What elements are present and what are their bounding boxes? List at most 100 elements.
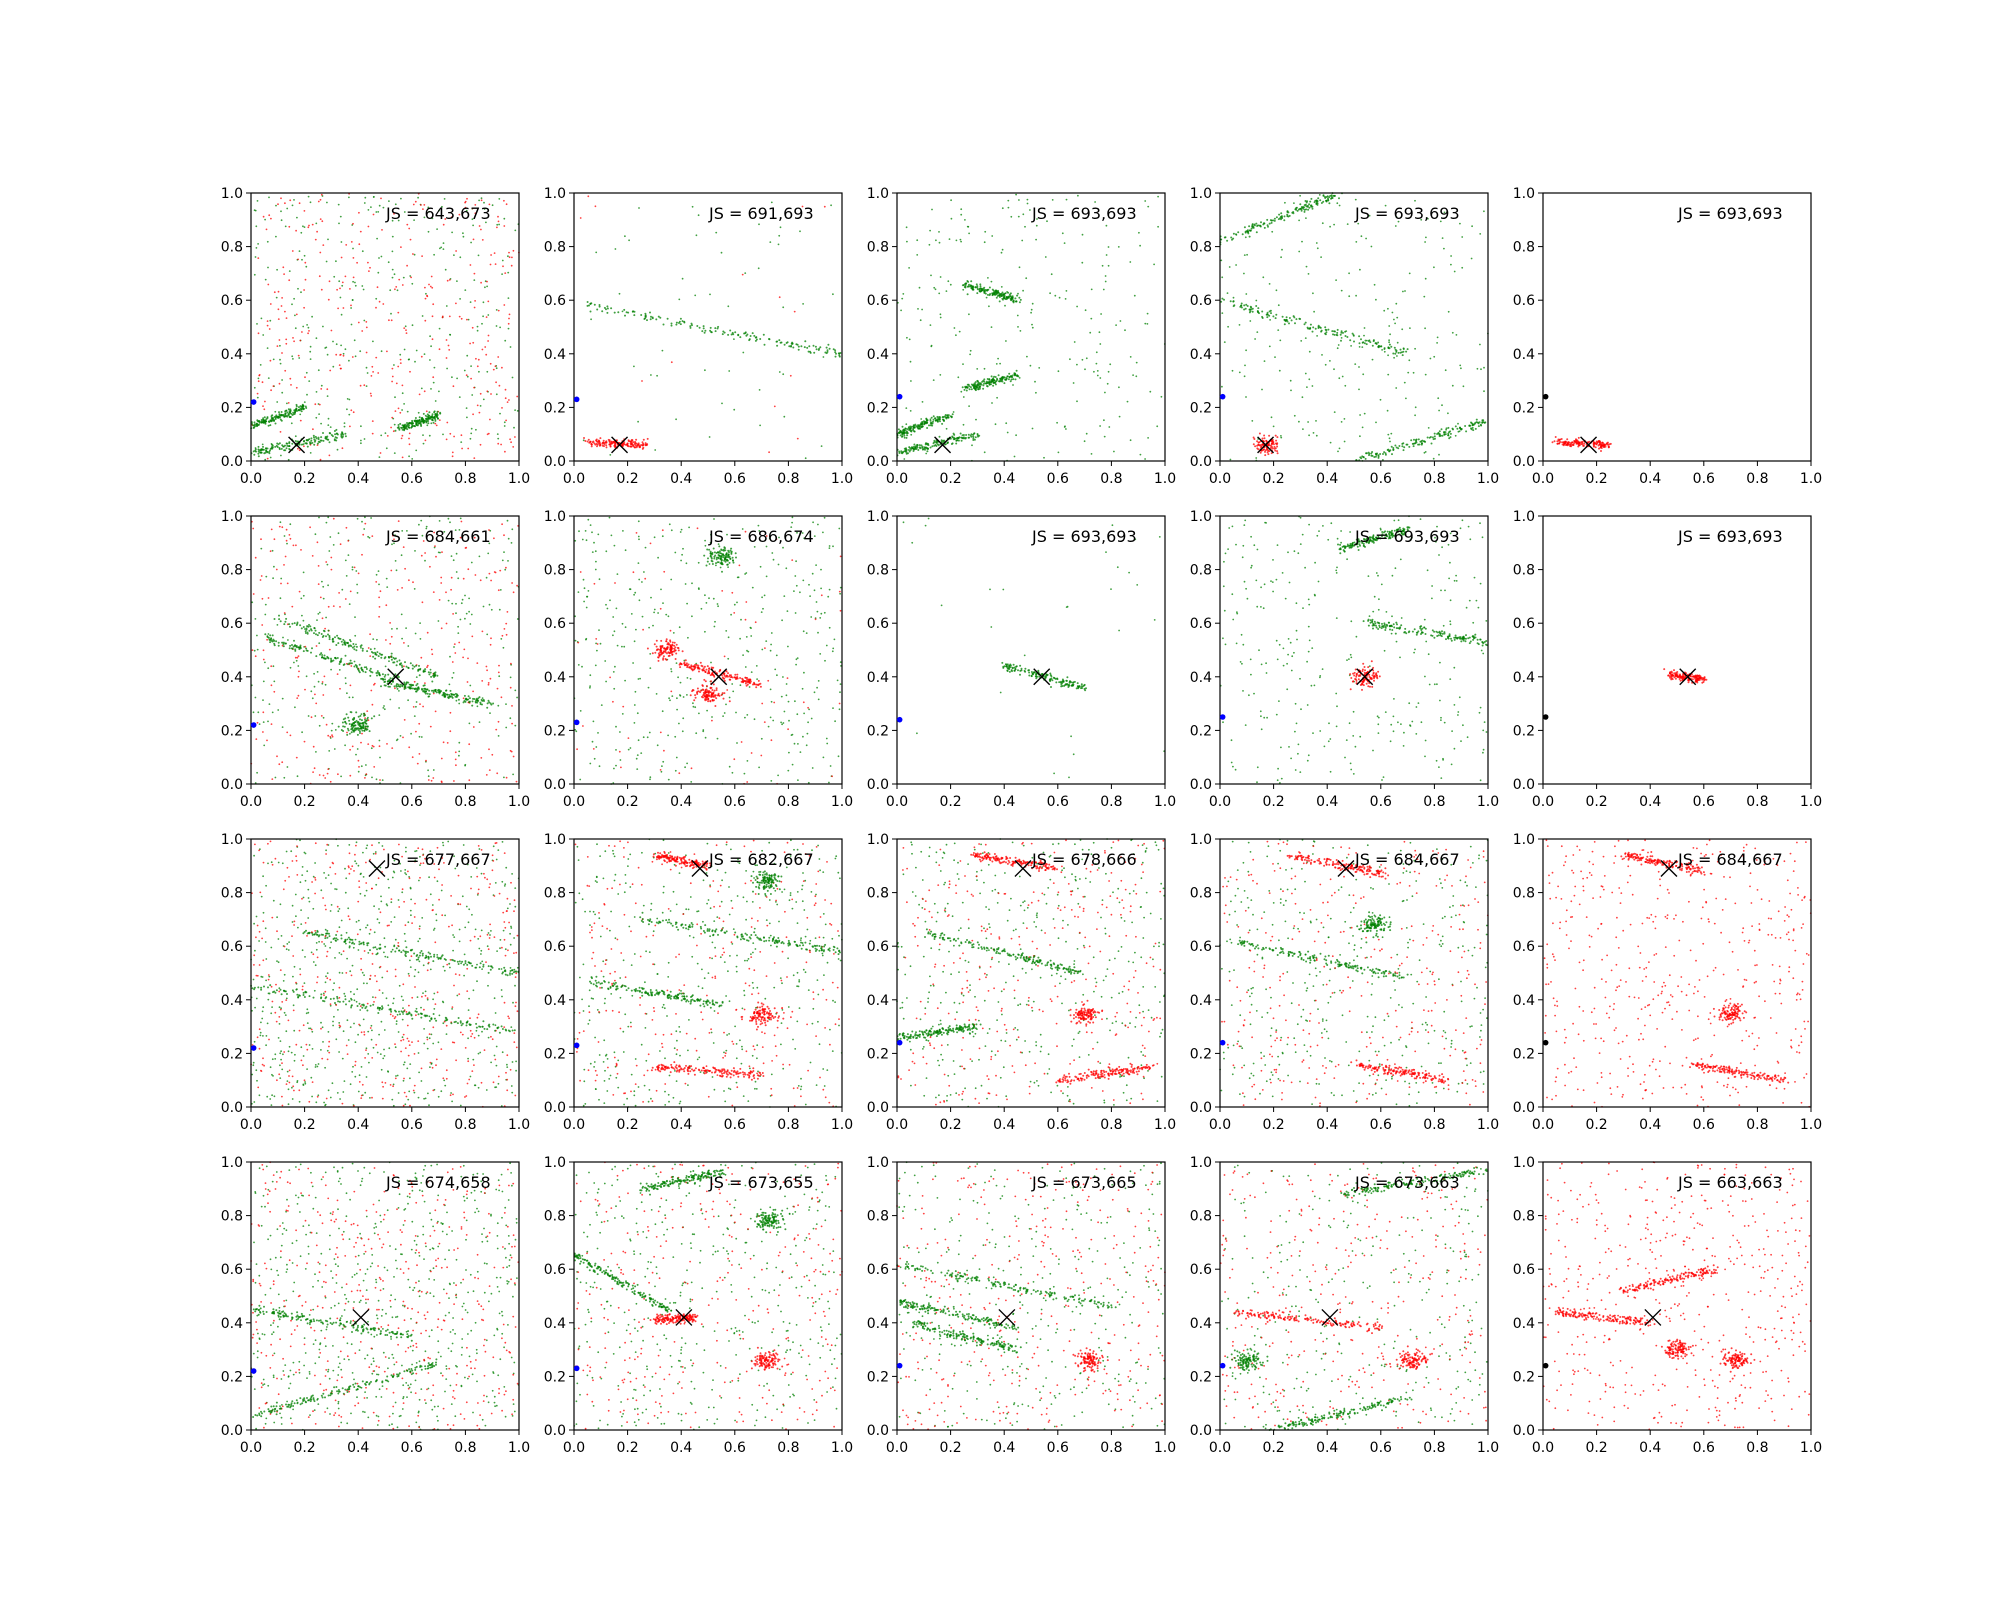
scatter-point <box>676 708 678 711</box>
scatter-point <box>314 435 317 438</box>
scatter-point <box>939 276 942 278</box>
scatter-point <box>1324 333 1327 336</box>
scatter-point <box>390 656 393 659</box>
scatter-point <box>378 583 380 586</box>
scatter-point <box>386 586 389 588</box>
scatter-point <box>355 649 358 652</box>
scatter-point <box>403 428 406 431</box>
scatter-point <box>836 679 839 682</box>
scatter-point <box>472 726 475 728</box>
scatter-point <box>403 327 406 329</box>
scatter-point <box>1016 375 1018 377</box>
scatter-point <box>1474 421 1477 424</box>
scatter-point <box>275 415 278 418</box>
scatter-point <box>470 427 473 430</box>
scatter-point <box>1333 411 1336 413</box>
scatter-point <box>374 653 377 656</box>
scatter-point <box>315 645 318 647</box>
scatter-point <box>744 272 747 274</box>
scatter-point <box>910 380 912 382</box>
scatter-point <box>1360 235 1363 238</box>
scatter-point <box>321 636 324 638</box>
scatter-point <box>288 534 291 536</box>
scatter-point <box>486 285 488 288</box>
scatter-point <box>629 445 632 448</box>
scatter-point <box>590 445 593 448</box>
scatter-point <box>330 729 333 732</box>
scatter-point <box>1043 456 1045 459</box>
scatter-point <box>408 746 411 749</box>
scatter-point <box>293 639 295 642</box>
scatter-point <box>651 317 654 320</box>
scatter-point <box>426 666 428 669</box>
scatter-point <box>1333 223 1335 226</box>
scatter-point <box>917 449 920 451</box>
scatter-point <box>1245 293 1248 295</box>
scatter-point <box>653 608 656 611</box>
scatter-point <box>938 435 941 438</box>
scatter-point <box>311 315 313 318</box>
scatter-point <box>649 318 652 321</box>
scatter-point <box>907 452 909 455</box>
scatter-point <box>498 608 501 611</box>
scatter-point <box>1449 432 1452 435</box>
scatter-point <box>593 541 595 544</box>
scatter-point <box>1377 456 1380 459</box>
scatter-point <box>337 773 339 776</box>
scatter-point <box>839 592 841 595</box>
scatter-point <box>898 452 901 454</box>
scatter-point <box>592 720 595 723</box>
scatter-point <box>270 217 272 220</box>
scatter-point <box>988 305 990 308</box>
scatter-point <box>769 688 772 691</box>
scatter-point <box>631 442 634 445</box>
scatter-point <box>1394 348 1397 351</box>
scatter-point <box>495 381 497 384</box>
scatter-point <box>1311 207 1314 210</box>
scatter-point <box>407 666 410 669</box>
scatter-point <box>394 657 397 660</box>
y-tick-label: 0.2 <box>221 400 243 416</box>
scatter-point <box>1108 426 1111 428</box>
scatter-point <box>273 680 276 683</box>
scatter-point <box>628 239 630 242</box>
scatter-point <box>424 319 427 322</box>
scatter-point <box>320 652 323 655</box>
scatter-point <box>373 647 376 650</box>
scatter-point <box>274 422 277 425</box>
scatter-point <box>1083 440 1086 443</box>
scatter-point <box>307 326 310 329</box>
scatter-point <box>474 204 477 206</box>
scatter-point <box>301 258 303 261</box>
scatter-point <box>367 743 370 745</box>
scatter-point <box>908 267 910 269</box>
scatter-point <box>916 445 919 448</box>
scatter-point <box>1238 324 1241 326</box>
scatter-point <box>1566 438 1569 441</box>
scatter-point <box>375 211 378 213</box>
scatter-point <box>273 415 276 418</box>
scatter-point <box>388 685 391 688</box>
scatter-point <box>356 583 358 586</box>
scatter-point <box>999 362 1001 365</box>
scatter-point <box>418 523 420 526</box>
scatter-point <box>720 251 723 254</box>
scatter-point <box>381 229 383 231</box>
x-tick-label: 0.4 <box>347 794 369 810</box>
scatter-point <box>393 212 395 215</box>
scatter-point <box>470 432 473 435</box>
scatter-point <box>466 197 468 200</box>
scatter-point <box>1346 336 1349 338</box>
scatter-point <box>661 349 664 352</box>
scatter-point <box>295 408 298 411</box>
scatter-point <box>1411 442 1414 445</box>
scatter-point <box>1303 323 1306 326</box>
scatter-point <box>388 319 390 322</box>
scatter-point <box>278 525 281 528</box>
scatter-point <box>429 335 431 338</box>
scatter-point <box>291 303 293 306</box>
scatter-point <box>359 384 362 387</box>
scatter-point <box>1280 256 1282 259</box>
scatter-point <box>511 528 514 531</box>
